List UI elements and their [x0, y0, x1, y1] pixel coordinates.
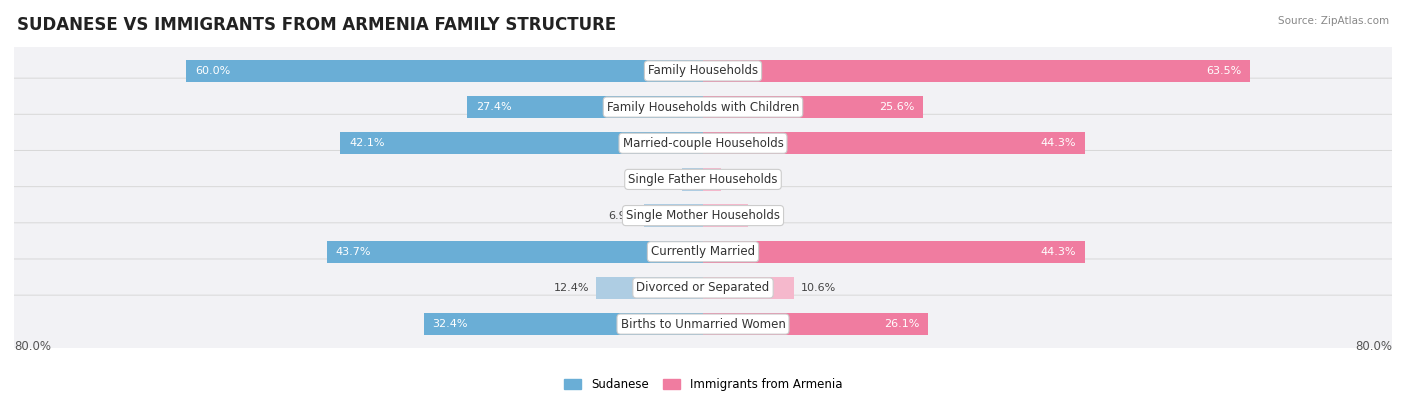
Text: Single Mother Households: Single Mother Households — [626, 209, 780, 222]
Bar — [703, 96, 924, 118]
Bar — [703, 204, 748, 227]
Text: Married-couple Households: Married-couple Households — [623, 137, 783, 150]
Bar — [186, 60, 703, 82]
FancyBboxPatch shape — [7, 150, 1399, 208]
Text: Family Households: Family Households — [648, 64, 758, 77]
FancyBboxPatch shape — [7, 223, 1399, 281]
Text: 60.0%: 60.0% — [195, 66, 231, 76]
Text: Births to Unmarried Women: Births to Unmarried Women — [620, 318, 786, 331]
Bar — [340, 132, 703, 154]
Bar — [326, 241, 703, 263]
Text: 26.1%: 26.1% — [884, 319, 920, 329]
Text: 5.2%: 5.2% — [755, 211, 783, 220]
FancyBboxPatch shape — [7, 295, 1399, 353]
Text: Divorced or Separated: Divorced or Separated — [637, 281, 769, 294]
Bar — [703, 313, 928, 335]
Text: 80.0%: 80.0% — [1355, 340, 1392, 353]
FancyBboxPatch shape — [7, 114, 1399, 172]
Text: 12.4%: 12.4% — [554, 283, 589, 293]
Bar — [703, 132, 1084, 154]
Text: Source: ZipAtlas.com: Source: ZipAtlas.com — [1278, 16, 1389, 26]
Text: 63.5%: 63.5% — [1206, 66, 1241, 76]
Text: 2.4%: 2.4% — [647, 175, 675, 184]
Text: 6.9%: 6.9% — [609, 211, 637, 220]
Text: 43.7%: 43.7% — [335, 247, 371, 257]
Bar — [467, 96, 703, 118]
FancyBboxPatch shape — [7, 78, 1399, 136]
Text: 44.3%: 44.3% — [1040, 138, 1076, 148]
Text: 42.1%: 42.1% — [349, 138, 385, 148]
Text: Currently Married: Currently Married — [651, 245, 755, 258]
Bar — [703, 241, 1084, 263]
Bar — [425, 313, 703, 335]
FancyBboxPatch shape — [7, 187, 1399, 245]
Text: 27.4%: 27.4% — [475, 102, 512, 112]
Text: 25.6%: 25.6% — [880, 102, 915, 112]
Text: 2.1%: 2.1% — [728, 175, 756, 184]
Bar — [703, 168, 721, 191]
Text: SUDANESE VS IMMIGRANTS FROM ARMENIA FAMILY STRUCTURE: SUDANESE VS IMMIGRANTS FROM ARMENIA FAMI… — [17, 16, 616, 34]
Text: Family Households with Children: Family Households with Children — [607, 101, 799, 114]
Bar — [682, 168, 703, 191]
Bar — [596, 277, 703, 299]
Text: 10.6%: 10.6% — [801, 283, 837, 293]
Text: 80.0%: 80.0% — [14, 340, 51, 353]
FancyBboxPatch shape — [7, 259, 1399, 317]
Legend: Sudanese, Immigrants from Armenia: Sudanese, Immigrants from Armenia — [560, 373, 846, 395]
Text: 44.3%: 44.3% — [1040, 247, 1076, 257]
Text: Single Father Households: Single Father Households — [628, 173, 778, 186]
Text: 32.4%: 32.4% — [433, 319, 468, 329]
Bar — [703, 277, 794, 299]
Bar — [703, 60, 1250, 82]
Bar — [644, 204, 703, 227]
FancyBboxPatch shape — [7, 42, 1399, 100]
